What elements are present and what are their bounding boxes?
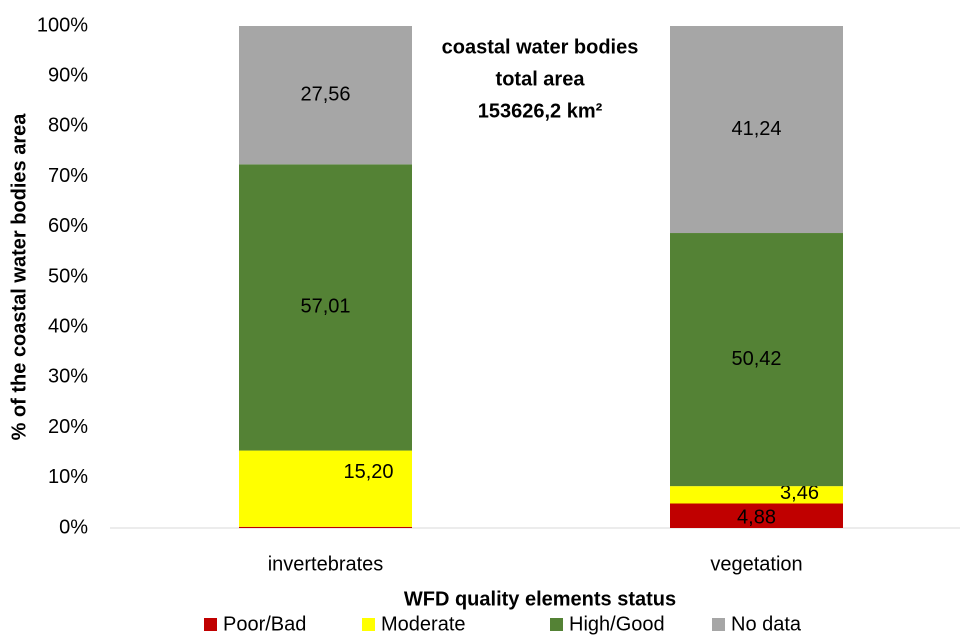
bar-segment (239, 450, 412, 527)
legend-label: No data (731, 613, 802, 635)
data-label: 15,20 (343, 461, 393, 483)
annotation: 153626,2 km² (478, 100, 603, 122)
y-tick-label: 60% (48, 215, 88, 237)
annotation: total area (496, 68, 586, 90)
y-tick-label: 0% (59, 516, 88, 538)
x-tick-label: vegetation (710, 553, 802, 575)
legend-swatch (204, 618, 217, 631)
legend-label: High/Good (569, 613, 665, 635)
legend-swatch (550, 618, 563, 631)
y-axis-label: % of the coastal water bodies area (8, 113, 30, 441)
y-tick-label: 70% (48, 165, 88, 187)
x-axis-label: WFD quality elements status (404, 588, 676, 610)
bar-segment (239, 526, 412, 528)
x-tick-label: invertebrates (268, 553, 384, 575)
y-tick-label: 20% (48, 416, 88, 438)
legend-swatch (362, 618, 375, 631)
data-label: 4,88 (737, 506, 776, 528)
annotation: coastal water bodies (442, 36, 639, 58)
y-tick-label: 40% (48, 315, 88, 337)
legend-label: Moderate (381, 613, 466, 635)
bar-segment (670, 503, 843, 528)
bar-segment (670, 486, 843, 504)
y-tick-label: 80% (48, 115, 88, 137)
data-label: 57,01 (300, 296, 350, 318)
data-label: 50,42 (731, 348, 781, 370)
data-label: 27,56 (300, 83, 350, 105)
data-label: 3,46 (780, 482, 819, 504)
y-tick-label: 30% (48, 366, 88, 388)
data-label: 41,24 (731, 118, 781, 140)
legend-label: Poor/Bad (223, 613, 306, 635)
bar-segment (670, 26, 843, 234)
bar-segment (239, 26, 412, 165)
legend-swatch (712, 618, 725, 631)
y-tick-label: 50% (48, 265, 88, 287)
y-tick-label: 10% (48, 466, 88, 488)
bar-segment (239, 164, 412, 451)
bar-segment (670, 233, 843, 487)
y-tick-label: 90% (48, 64, 88, 86)
y-tick-label: 100% (37, 14, 88, 36)
